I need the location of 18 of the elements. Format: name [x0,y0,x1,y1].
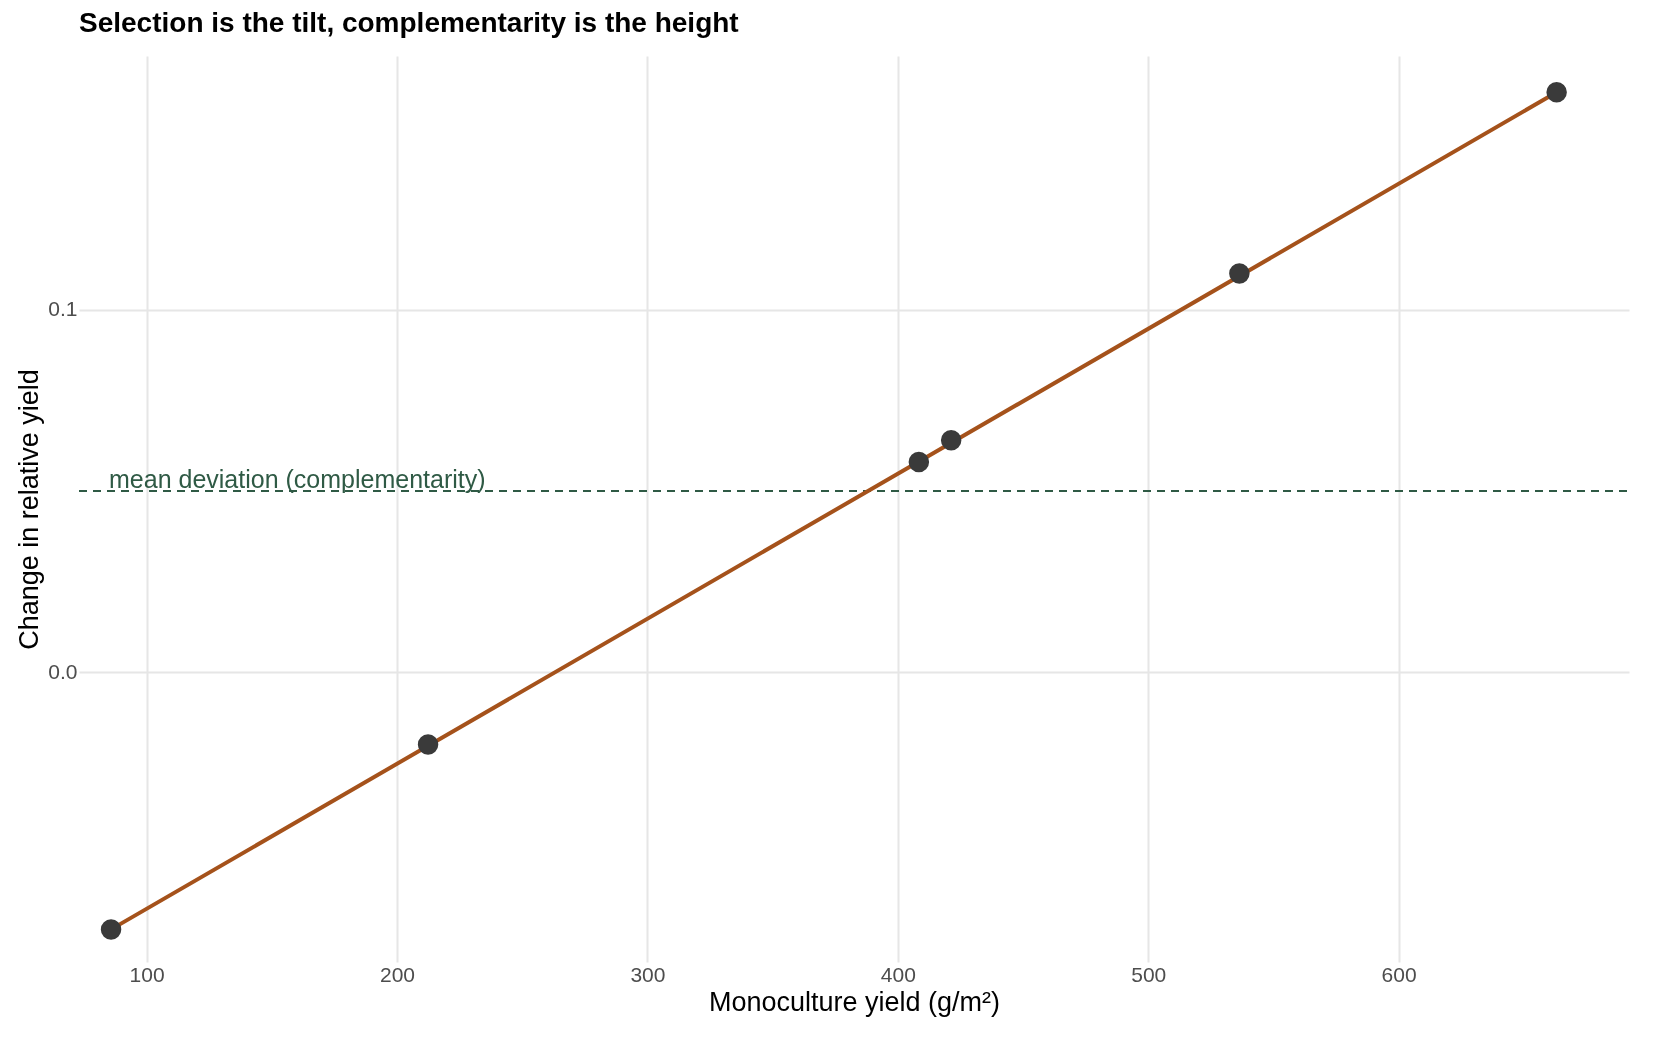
x-tick-label: 200 [379,962,416,986]
x-tick-label: 100 [129,962,165,986]
x-tick-label: 400 [880,962,916,986]
point [940,429,962,451]
x-tick-label: 600 [1381,962,1417,986]
x-tick-label: 300 [630,962,666,986]
point [100,919,122,940]
y-tick-label: 0.1 [48,297,78,321]
point [908,451,930,473]
y-tick-label: 0.0 [48,659,78,683]
x-tick-label: 500 [1131,962,1167,986]
point [1229,263,1250,284]
chart-title: Selection is the tilt, complementarity is the height [79,7,739,38]
ref-line-label: mean deviation (complementarity) [109,464,486,493]
x-axis-title: Monoculture yield (g/m²) [708,986,1001,1017]
point [417,734,439,755]
y-axis-title: Change in relative yield [14,369,45,650]
point [1546,82,1567,103]
